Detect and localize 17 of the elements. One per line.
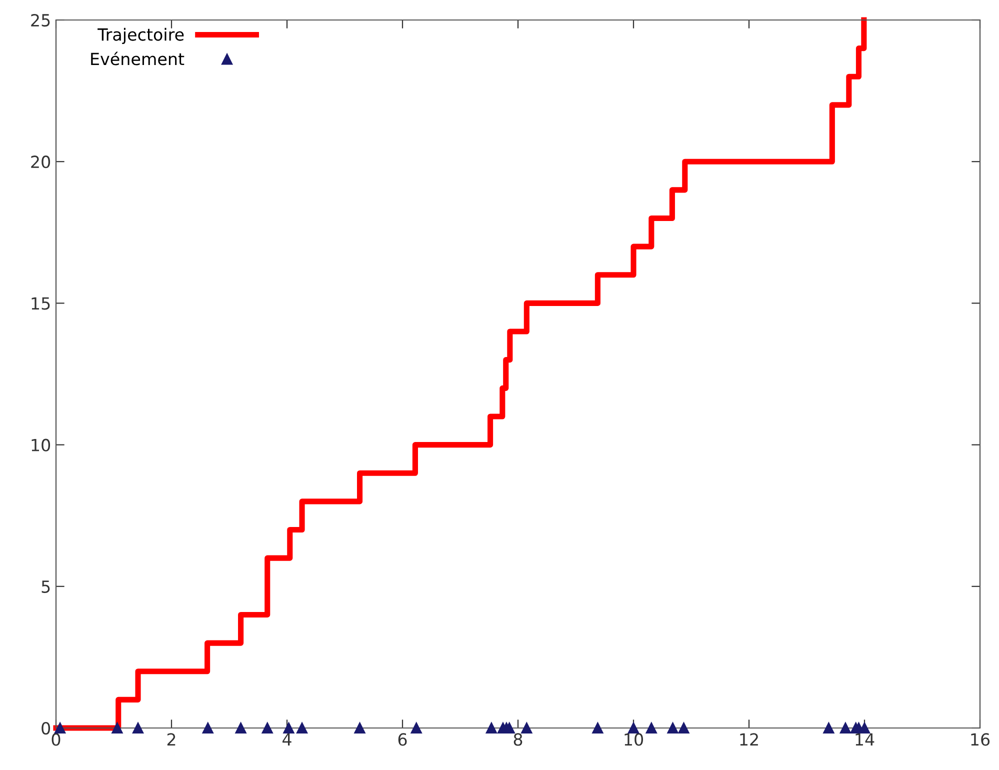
x-tick-label: 16 [971,733,990,746]
y-tick-label: 10 [32,438,50,452]
y-tick-label: 20 [31,156,50,168]
x-tick-label: 0 [52,733,60,746]
legend-label: Trajectoire [98,28,184,44]
x-tick-label: 14 [856,733,874,746]
x-tick-label: 8 [514,733,522,746]
x-tick-label: 10 [624,733,643,746]
x-tick-label: 4 [282,733,292,746]
y-tick-label: 15 [32,297,50,310]
y-tick-label: 25 [31,14,50,27]
x-tick-label: 6 [398,733,407,746]
x-tick-label: 12 [740,733,758,746]
y-tick-label: 5 [42,580,50,593]
legend-label: Evénement [91,52,184,66]
x-tick-label: 2 [167,733,176,746]
y-tick-label: 0 [42,722,50,735]
